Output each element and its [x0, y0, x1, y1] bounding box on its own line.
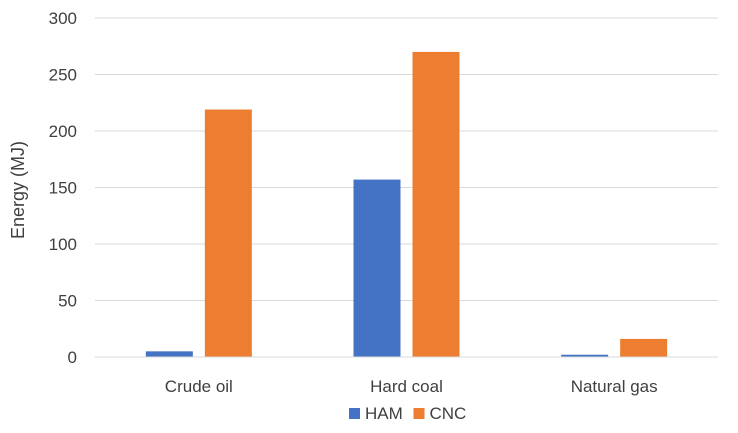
y-tick-label: 0 — [68, 348, 77, 367]
y-tick-label: 150 — [49, 179, 77, 198]
y-tick-label: 50 — [58, 292, 77, 311]
bars — [145, 51, 668, 358]
x-tick-label: Natural gas — [571, 377, 658, 396]
y-tick-label: 100 — [49, 235, 77, 254]
bar-ham — [145, 351, 193, 357]
y-tick-label: 200 — [49, 122, 77, 141]
bar-ham — [561, 354, 609, 357]
y-tick-label: 250 — [49, 66, 77, 85]
bar-ham — [353, 179, 401, 357]
legend: HAM CNC — [349, 404, 466, 423]
x-tick-label: Crude oil — [165, 377, 233, 396]
bar-cnc — [620, 338, 668, 357]
legend-label-cnc: CNC — [430, 404, 467, 423]
bar-cnc — [412, 51, 460, 358]
gridlines — [95, 17, 718, 301]
y-axis-ticks: 0 50 100 150 200 250 300 — [49, 9, 77, 367]
legend-swatch-cnc — [413, 408, 425, 419]
x-axis-ticks: Crude oil Hard coal Natural gas — [165, 377, 658, 396]
legend-swatch-ham — [349, 408, 360, 419]
y-tick-label: 300 — [49, 9, 77, 28]
y-axis-title: Energy (MJ) — [8, 141, 28, 239]
bar-cnc — [204, 109, 252, 357]
x-tick-label: Hard coal — [370, 377, 443, 396]
legend-label-ham: HAM — [365, 404, 403, 423]
